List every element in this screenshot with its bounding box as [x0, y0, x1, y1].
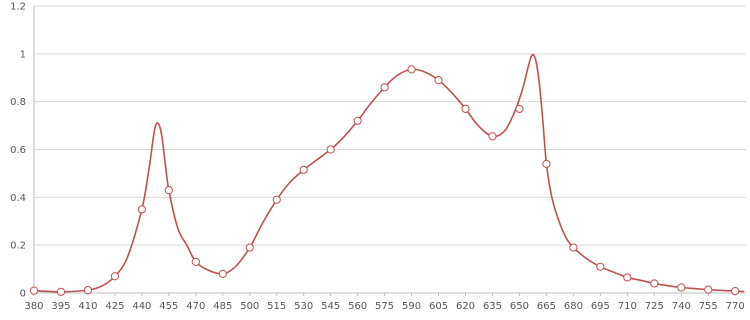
x-tick-label: 575 — [375, 301, 394, 312]
data-point — [731, 286, 740, 296]
grid-layer — [34, 5, 746, 246]
x-tick-label: 755 — [699, 301, 718, 312]
data-point — [56, 287, 66, 296]
x-tick-label: 440 — [132, 301, 151, 312]
label-layer: 0 0.2 0.4 0.6 0.8 1 1.2 380 395 410 425 440 455 470 48… — [10, 2, 745, 313]
x-tick-label: 740 — [672, 301, 691, 312]
data-point — [569, 243, 578, 252]
data-point — [407, 65, 416, 74]
x-tick-label: 395 — [51, 301, 70, 312]
data-point — [299, 165, 308, 174]
axis-layer — [33, 6, 746, 296]
x-tick-label: 695 — [591, 301, 610, 312]
x-tick-label: 680 — [564, 301, 583, 312]
series-layer — [33, 53, 745, 293]
x-tick-label: 500 — [240, 301, 259, 312]
x-tick-label: 770 — [726, 301, 745, 312]
data-point — [461, 104, 470, 113]
spectrum-line — [33, 53, 745, 293]
data-point — [272, 195, 281, 204]
marker-layer — [29, 65, 740, 296]
data-point — [488, 132, 497, 141]
data-point — [83, 286, 93, 295]
x-tick-label: 620 — [456, 301, 475, 312]
data-point — [218, 269, 227, 278]
data-point — [191, 257, 200, 267]
x-tick-label: 545 — [321, 301, 340, 312]
x-tick-label: 455 — [159, 301, 178, 312]
y-tick-label: 0.4 — [10, 193, 26, 204]
x-tick-label: 605 — [429, 301, 448, 312]
x-tick-label: 710 — [618, 301, 637, 312]
x-tick-label: 380 — [24, 301, 43, 312]
x-tick-label: 725 — [645, 301, 664, 312]
data-point — [596, 262, 605, 271]
data-point — [623, 273, 632, 282]
data-point — [164, 186, 173, 195]
x-tick-label: 515 — [267, 301, 286, 312]
y-tick-label: 1.2 — [10, 2, 26, 13]
data-point — [515, 104, 524, 113]
data-point — [677, 283, 686, 292]
x-tick-label: 530 — [294, 301, 313, 312]
x-tick-label: 470 — [186, 301, 205, 312]
data-point — [110, 272, 120, 281]
x-tick-label: 485 — [213, 301, 232, 312]
x-tick-label: 650 — [510, 301, 529, 312]
x-tick-label: 635 — [483, 301, 502, 312]
y-tick-label: 0.6 — [10, 145, 26, 156]
y-tick-label: 0.2 — [10, 241, 26, 252]
data-point — [353, 116, 362, 125]
data-point — [380, 83, 389, 92]
y-tick-label: 0.8 — [10, 97, 26, 108]
x-tick-label: 665 — [537, 301, 556, 312]
data-point — [137, 205, 146, 214]
data-point — [434, 76, 443, 85]
data-point — [29, 286, 39, 295]
x-tick-label: 560 — [348, 301, 367, 312]
data-point — [650, 279, 659, 288]
data-point — [704, 285, 713, 294]
data-point — [542, 159, 551, 168]
x-tick-label: 590 — [402, 301, 421, 312]
x-tick-label: 425 — [105, 301, 124, 312]
y-tick-label: 0 — [20, 289, 26, 300]
data-point — [245, 243, 254, 252]
x-tick-label: 410 — [78, 301, 97, 312]
y-tick-label: 1 — [20, 49, 26, 60]
data-point — [326, 145, 335, 154]
